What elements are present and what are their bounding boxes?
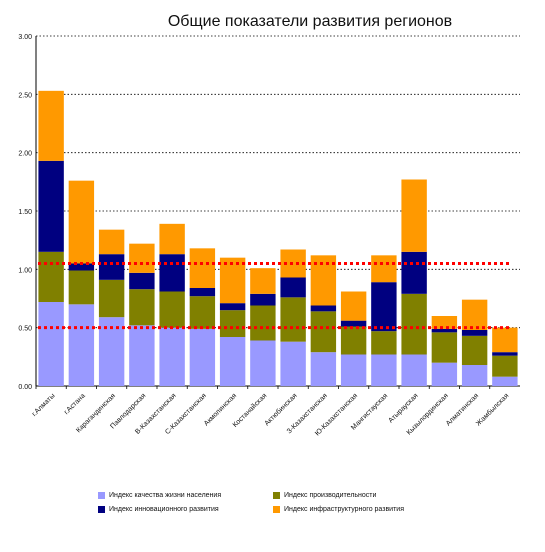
bar-segment-quality xyxy=(431,362,458,386)
bar-segment-innovation xyxy=(401,251,427,294)
bar-segment-productivity xyxy=(98,279,125,318)
legend-label-infrastructure: Индекс инфраструктурного развития xyxy=(284,506,404,513)
chart-legend: Индекс качества жизни населения Индекс п… xyxy=(98,492,498,518)
bar-segment-innovation xyxy=(129,272,155,290)
y-tick-label: 0.50 xyxy=(18,326,32,333)
x-tick-label: г.Астана xyxy=(63,392,87,416)
bar-segment-infrastructure xyxy=(98,229,125,255)
bar-segment-quality xyxy=(310,352,337,386)
legend-item-productivity: Индекс производительности xyxy=(273,492,376,499)
bar-segment-quality xyxy=(250,340,276,386)
bar-segment-infrastructure xyxy=(159,223,185,255)
bar-segment-innovation xyxy=(98,254,125,280)
bar-segment-productivity xyxy=(38,251,64,302)
y-tick-label: 3.00 xyxy=(18,34,32,41)
legend-label-innovation: Индекс инновационного развития xyxy=(109,506,219,513)
bar-segment-quality xyxy=(38,302,64,386)
bar-segment-quality xyxy=(401,354,427,386)
y-tick-label: 1.00 xyxy=(18,267,32,274)
bar-segment-infrastructure xyxy=(401,179,427,252)
bar-segment-infrastructure xyxy=(38,90,64,161)
bar-segment-quality xyxy=(492,376,518,386)
legend-swatch-innovation xyxy=(98,506,105,513)
bar-segment-quality xyxy=(280,341,306,386)
bar-segment-quality xyxy=(371,354,397,386)
y-tick-label: 1.50 xyxy=(18,209,32,216)
x-tick-label: Атырауская xyxy=(388,392,420,424)
bar-segment-productivity xyxy=(310,311,337,353)
bar-segment-productivity xyxy=(68,270,95,305)
bar-segment-innovation xyxy=(431,328,458,333)
bar-segment-quality xyxy=(340,354,367,386)
bar-segment-innovation xyxy=(68,263,95,271)
bar-segment-infrastructure xyxy=(431,316,458,329)
chart-title: Общие показатели развития регионов xyxy=(167,13,453,30)
bar-segment-productivity xyxy=(129,289,155,326)
bar-segment-infrastructure xyxy=(340,291,367,321)
bar-segment-innovation xyxy=(461,330,488,336)
y-tick-label: 0.00 xyxy=(18,384,32,391)
bar-segment-productivity xyxy=(492,355,518,377)
bar-segment-productivity xyxy=(371,331,397,355)
bar-segment-quality xyxy=(189,328,216,386)
bar-segment-infrastructure xyxy=(129,243,155,273)
bar-segment-innovation xyxy=(492,352,518,356)
bar-segment-productivity xyxy=(250,305,276,341)
bar-segment-productivity xyxy=(280,297,306,342)
bar-segment-quality xyxy=(68,304,95,386)
legend-label-quality: Индекс качества жизни населения xyxy=(109,492,222,499)
bar-segment-quality xyxy=(219,337,246,386)
bar-segment-productivity xyxy=(189,296,216,329)
bar-segment-innovation xyxy=(371,282,397,332)
bar-segment-productivity xyxy=(159,291,185,328)
bar-segment-infrastructure xyxy=(492,327,518,353)
bar-segment-productivity xyxy=(219,310,246,337)
legend-swatch-quality xyxy=(98,492,105,499)
bar-segment-innovation xyxy=(310,305,337,312)
bar-segment-infrastructure xyxy=(250,268,276,294)
x-tick-label: Жамбылская xyxy=(474,392,510,428)
bar-segment-innovation xyxy=(189,288,216,297)
legend-item-innovation: Индекс инновационного развития xyxy=(98,506,219,513)
y-tick-label: 2.50 xyxy=(18,92,32,99)
bar-segment-infrastructure xyxy=(189,248,216,288)
bar-segment-innovation xyxy=(38,160,64,252)
bar-segment-innovation xyxy=(250,293,276,306)
bar-segment-innovation xyxy=(280,277,306,298)
bar-segment-infrastructure xyxy=(219,257,246,304)
y-tick-label: 2.00 xyxy=(18,151,32,158)
bar-segment-infrastructure xyxy=(68,180,95,264)
x-tick-label: г.Алматы xyxy=(31,392,57,418)
bar-segment-productivity xyxy=(340,326,367,355)
bar-segment-productivity xyxy=(461,335,488,365)
legend-swatch-infrastructure xyxy=(273,506,280,513)
bar-segment-infrastructure xyxy=(461,299,488,330)
bar-segment-infrastructure xyxy=(371,255,397,283)
legend-swatch-productivity xyxy=(273,492,280,499)
legend-item-quality: Индекс качества жизни населения xyxy=(98,492,221,499)
bar-segment-innovation xyxy=(159,254,185,292)
legend-label-productivity: Индекс производительности xyxy=(284,492,377,499)
bar-segment-productivity xyxy=(401,293,427,355)
bar-segment-innovation xyxy=(219,303,246,311)
legend-item-infrastructure: Индекс инфраструктурного развития xyxy=(273,506,404,513)
bar-segment-quality xyxy=(461,365,488,386)
bar-segment-quality xyxy=(159,327,185,386)
bar-segment-productivity xyxy=(431,332,458,363)
bar-segment-quality xyxy=(129,325,155,386)
bar-segment-innovation xyxy=(340,320,367,327)
